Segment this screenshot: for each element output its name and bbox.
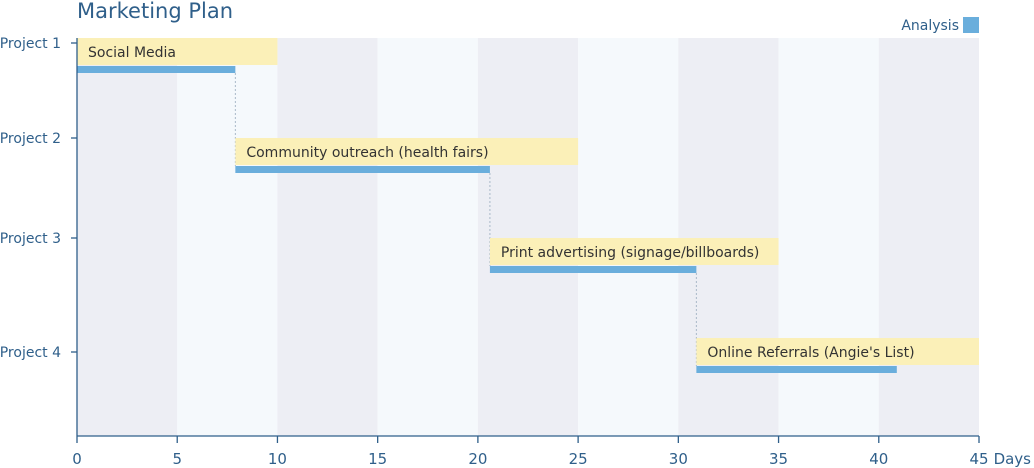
legend: Analysis [901, 17, 979, 34]
analysis-bar [235, 166, 490, 173]
task-4: Online Referrals (Angie's List) [696, 338, 979, 373]
background-bands [77, 38, 979, 436]
y-tick-label: Project 1 [0, 36, 61, 52]
band-2 [277, 38, 378, 436]
y-tick-label: Project 3 [0, 231, 61, 247]
x-axis-label: Days [994, 450, 1032, 468]
x-tick-label: 0 [72, 450, 82, 468]
band-3 [377, 38, 478, 436]
x-tick-label: 20 [468, 450, 487, 468]
x-tick-label: 5 [172, 450, 182, 468]
task-3: Print advertising (signage/billboards) [489, 238, 779, 273]
y-tick-label: Project 4 [0, 345, 61, 361]
x-tick-label: 35 [769, 450, 788, 468]
axes: Project 1 Project 2 Project 3 Project 4 0 5 10… [0, 36, 1031, 468]
x-tick-label: 25 [569, 450, 588, 468]
legend-swatch-analysis [963, 17, 979, 33]
task-label: Online Referrals (Angie's List) [707, 345, 914, 361]
analysis-bar [696, 366, 897, 373]
y-tick-label: Project 2 [0, 131, 61, 147]
chart-title: Marketing Plan [77, 0, 233, 23]
task-label-box [77, 38, 278, 65]
task-label: Print advertising (signage/billboards) [501, 245, 759, 261]
task-label: Community outreach (health fairs) [246, 145, 488, 161]
task-label: Social Media [88, 45, 176, 61]
x-tick-label: 10 [268, 450, 287, 468]
legend-label-analysis: Analysis [901, 18, 959, 34]
x-tick-label: 30 [669, 450, 688, 468]
band-0 [77, 38, 178, 436]
band-7 [778, 38, 879, 436]
x-tick-label: 15 [368, 450, 387, 468]
band-5 [578, 38, 679, 436]
band-6 [678, 38, 779, 436]
task-2: Community outreach (health fairs) [235, 138, 579, 173]
task-label-box [696, 338, 979, 365]
x-tick-label: 45 [969, 450, 988, 468]
tasks: Social Media Community outreach (health f… [77, 38, 979, 373]
task-label-box [235, 138, 579, 165]
x-tick-label: 40 [869, 450, 888, 468]
analysis-bar [77, 66, 236, 73]
task-label-box [489, 238, 779, 265]
band-8 [878, 38, 979, 436]
task-1: Social Media [77, 38, 278, 73]
band-1 [177, 38, 278, 436]
band-4 [477, 38, 579, 436]
analysis-bar [489, 266, 697, 273]
